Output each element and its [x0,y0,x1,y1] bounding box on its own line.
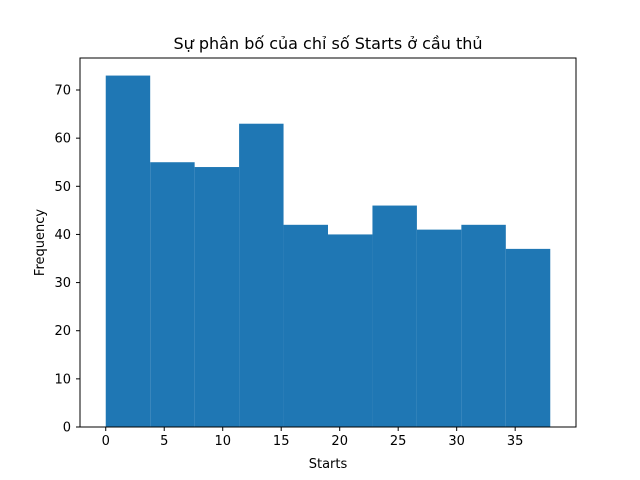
histogram-bar [150,162,195,428]
x-tick-label: 25 [390,434,407,449]
x-tick-label: 0 [102,434,110,449]
histogram-bar [505,248,551,427]
x-tick-label: 5 [160,434,168,449]
histogram-bar [461,224,506,427]
y-tick-label: 20 [54,324,71,339]
chart-title: Sự phân bố của chỉ số Starts ở cầu thủ [173,34,482,53]
y-tick-label: 50 [54,180,71,195]
x-tick-label: 30 [448,434,465,449]
x-tick-label: 10 [214,434,231,449]
histogram-bar [328,234,373,427]
x-axis-label: Starts [309,457,348,472]
x-axis-ticks: 0 5 10 15 20 25 30 35 [102,427,524,449]
histogram-bar [372,205,417,427]
y-tick-label: 40 [54,228,71,243]
y-tick-label: 70 [54,84,71,99]
histogram-bar [416,229,462,427]
x-tick-label: 20 [331,434,348,449]
y-axis-ticks: 0 10 20 30 40 50 60 70 [54,84,80,436]
y-axis-label: Frequency [33,209,48,276]
y-tick-label: 0 [63,421,71,436]
plot-frame [79,57,577,428]
bars-group [105,75,551,428]
histogram-bar [283,224,328,427]
x-tick-label: 15 [273,434,290,449]
x-tick-label: 35 [507,434,524,449]
histogram-bar [239,123,284,427]
histogram-bar [194,167,240,428]
y-tick-label: 10 [54,372,71,387]
y-tick-label: 60 [54,132,71,147]
y-tick-label: 30 [54,276,71,291]
histogram-bar [105,75,151,428]
